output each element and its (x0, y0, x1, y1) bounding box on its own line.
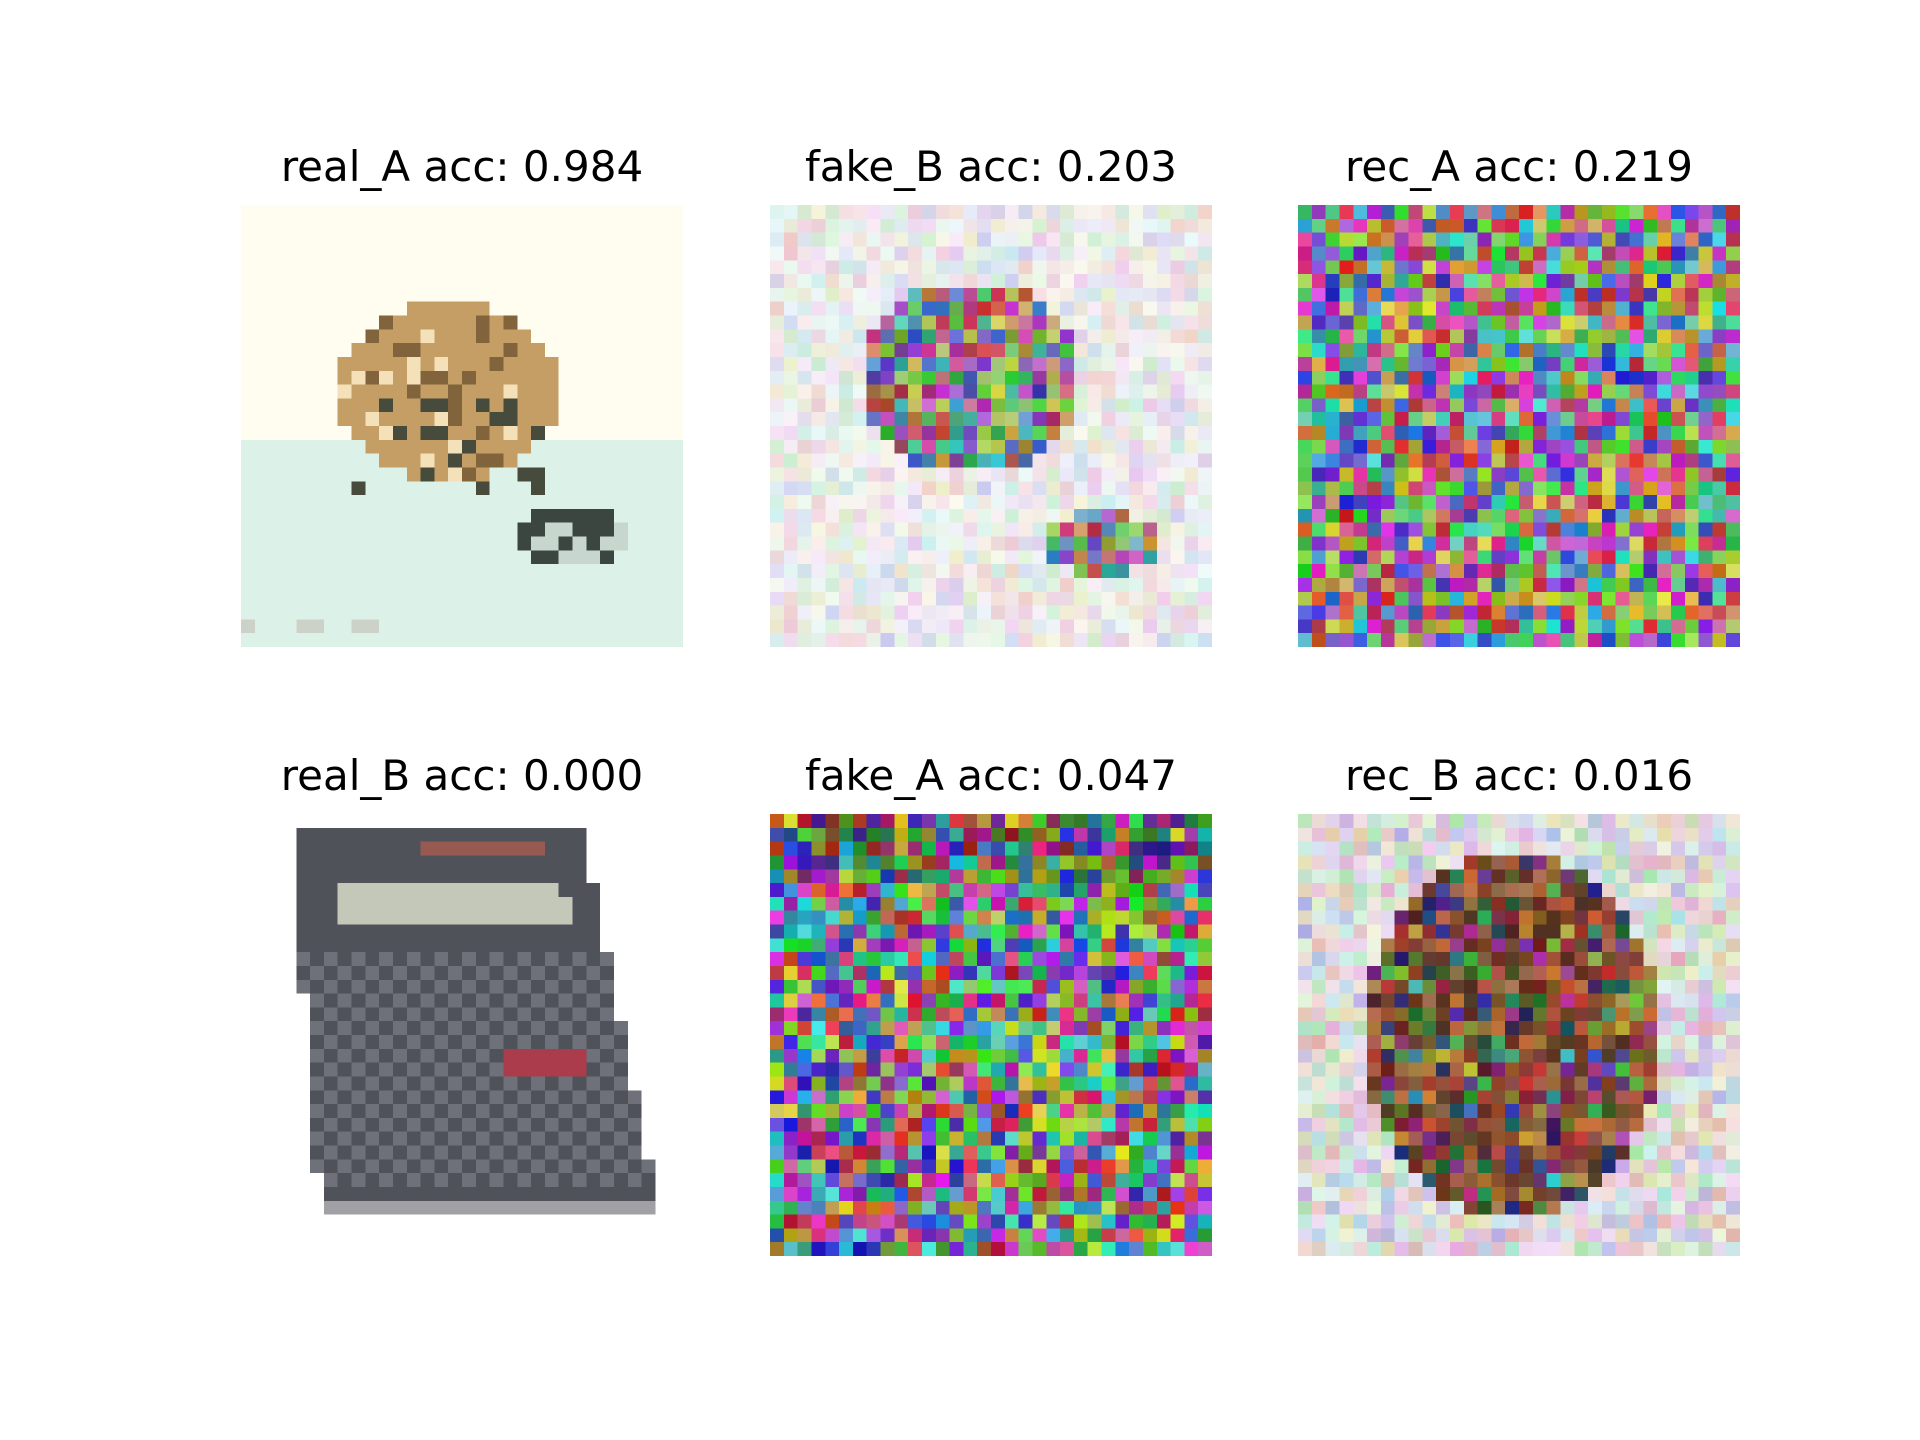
image-real-b (241, 814, 683, 1256)
panel-title: rec_A acc: 0.219 (1344, 142, 1694, 191)
panel-title: rec_B acc: 0.016 (1344, 751, 1694, 800)
panel-title: fake_A acc: 0.047 (805, 751, 1177, 800)
image-rec-b (1298, 814, 1740, 1256)
image-real-a (241, 205, 683, 647)
panel-title: real_B acc: 0.000 (280, 751, 644, 800)
panel-title: fake_B acc: 0.203 (804, 142, 1177, 191)
image-fake-a (770, 814, 1212, 1256)
image-rec-a (1298, 205, 1740, 647)
panel-title: real_A acc: 0.984 (280, 142, 644, 191)
image-fake-b (770, 205, 1212, 647)
